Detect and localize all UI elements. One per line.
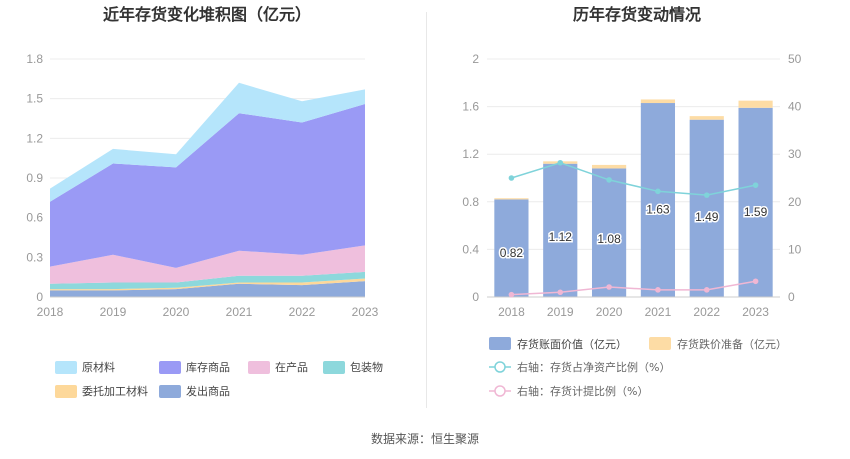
bar-legend-label: 存货账面价值（亿元） xyxy=(517,337,627,351)
bar-value-label: 1.12 xyxy=(549,230,573,244)
inventory-bar xyxy=(494,199,529,297)
area-y-tick-label: 1.5 xyxy=(26,92,43,106)
area-x-tick-label: 2020 xyxy=(163,305,190,319)
ratio-point xyxy=(703,192,710,198)
ratio-point xyxy=(752,278,759,285)
inventory-bar xyxy=(591,168,627,297)
area-series-4 xyxy=(50,104,365,268)
area-legend-label: 原材料 xyxy=(82,360,115,374)
area-legend-swatch xyxy=(55,385,77,398)
ratio-point xyxy=(752,182,759,188)
area-legend-swatch xyxy=(159,385,181,398)
ratio-line-1 xyxy=(511,280,756,296)
bar-y2-tick-label: 20 xyxy=(788,195,802,209)
inventory-bar xyxy=(543,163,578,297)
area-chart-title: 近年存货变化堆积图（亿元） xyxy=(103,5,311,24)
line-legend-marker xyxy=(494,385,506,397)
bar-x-tick-label: 2023 xyxy=(742,305,769,319)
area-y-tick-label: 1.8 xyxy=(26,52,43,66)
ratio-point xyxy=(508,175,515,181)
area-legend-label: 库存商品 xyxy=(186,360,230,374)
bar-y2-tick-label: 50 xyxy=(788,52,802,66)
area-legend-label: 包装物 xyxy=(350,360,383,374)
bar-x-tick-label: 2019 xyxy=(547,305,574,319)
charts-canvas: 近年存货变化堆积图（亿元） 0 0.3 0.6 0.9 1.2 1.5 1.8 2018 2019… xyxy=(26,5,802,398)
area-legend-swatch xyxy=(323,361,345,374)
area-series-2 xyxy=(50,271,365,290)
area-legend-label: 委托加工材料 xyxy=(82,384,148,398)
panel-divider xyxy=(426,12,427,408)
ratio-point xyxy=(606,177,612,183)
bar-legend-swatch xyxy=(489,337,511,350)
line-legend-label: 右轴：存货计提比例（%） xyxy=(517,384,648,398)
bar-x-tick-label: 2022 xyxy=(693,305,720,319)
bar-y-tick-label: 0 xyxy=(472,290,479,304)
area-x-tick-label: 2018 xyxy=(37,305,64,319)
bar-y-tick-label: 1.6 xyxy=(462,100,479,114)
bar-y2-tick-label: 0 xyxy=(788,290,795,304)
bar-y2-tick-label: 10 xyxy=(788,242,802,256)
bar-value-label: 1.49 xyxy=(695,210,719,224)
impairment-bar xyxy=(689,116,724,120)
area-x-tick-label: 2023 xyxy=(352,305,379,319)
inventory-bar xyxy=(640,103,676,297)
bar-value-label: 1.08 xyxy=(597,232,621,246)
area-legend-label: 发出商品 xyxy=(186,384,230,398)
ratio-point xyxy=(655,188,661,195)
bar-y-tick-label: 0.8 xyxy=(462,195,479,209)
bar-y2-tick-label: 40 xyxy=(788,100,802,114)
bar-chart-title: 历年存货变动情况 xyxy=(573,5,701,24)
bar-value-label: 1.63 xyxy=(646,203,670,217)
area-legend-swatch xyxy=(248,361,270,374)
ratio-point xyxy=(557,289,564,296)
ratio-point xyxy=(557,159,564,166)
bar-x-tick-label: 2018 xyxy=(498,305,525,319)
area-series-5 xyxy=(50,82,365,202)
area-legend-label: 在产品 xyxy=(275,360,308,374)
line-legend-marker xyxy=(494,361,506,373)
inventory-bar xyxy=(738,107,773,297)
area-y-tick-label: 0 xyxy=(36,290,43,304)
inventory-bar xyxy=(689,119,724,297)
bar-y-tick-label: 0.4 xyxy=(462,242,479,256)
ratio-point xyxy=(606,284,612,290)
area-x-tick-label: 2019 xyxy=(100,305,127,319)
area-legend-swatch xyxy=(55,361,77,374)
area-x-tick-label: 2022 xyxy=(289,305,316,319)
ratio-point xyxy=(508,291,515,298)
bar-y-tick-label: 2 xyxy=(472,52,479,66)
bar-x-tick-label: 2020 xyxy=(596,305,623,319)
bar-x-tick-label: 2021 xyxy=(645,305,672,319)
ratio-point xyxy=(703,287,710,293)
area-series-1 xyxy=(50,278,365,291)
bar-value-label: 1.59 xyxy=(744,205,768,219)
impairment-bar xyxy=(591,164,627,169)
impairment-bar xyxy=(738,100,773,108)
ratio-point xyxy=(655,287,661,293)
bar-y2-tick-label: 30 xyxy=(788,147,802,161)
line-legend-label: 右轴：存货占净资产比例（%） xyxy=(517,360,670,374)
area-y-tick-label: 0.3 xyxy=(26,250,43,264)
bar-value-label: 0.82 xyxy=(500,246,524,260)
data-source-note: 数据来源：恒生聚源 xyxy=(370,432,479,446)
bar-y-tick-label: 1.2 xyxy=(462,147,479,161)
area-y-tick-label: 1.2 xyxy=(26,131,43,145)
area-y-tick-label: 0.9 xyxy=(26,171,43,185)
bar-legend-label: 存货跌价准备（亿元） xyxy=(677,337,787,351)
area-x-tick-label: 2021 xyxy=(226,305,253,319)
area-series-3 xyxy=(50,245,365,284)
ratio-line-0 xyxy=(511,162,756,196)
bar-legend-swatch xyxy=(649,337,671,350)
impairment-bar xyxy=(494,198,529,200)
impairment-bar xyxy=(640,99,676,104)
area-series-0 xyxy=(50,281,365,297)
area-legend-swatch xyxy=(159,361,181,374)
area-y-tick-label: 0.6 xyxy=(26,211,43,225)
